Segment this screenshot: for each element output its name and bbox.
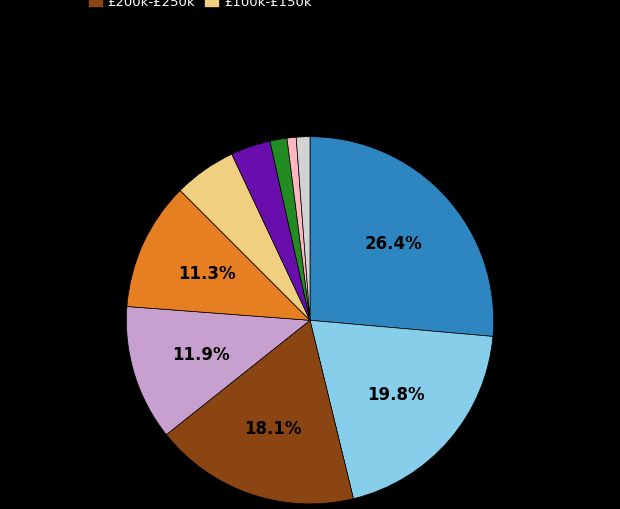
Text: 19.8%: 19.8% — [368, 386, 425, 404]
Wedge shape — [232, 142, 310, 321]
Wedge shape — [126, 307, 310, 435]
Wedge shape — [180, 155, 310, 321]
Wedge shape — [166, 321, 353, 504]
Wedge shape — [287, 138, 310, 321]
Wedge shape — [270, 139, 310, 321]
Text: 26.4%: 26.4% — [365, 235, 423, 253]
Wedge shape — [127, 191, 310, 321]
Legend: £300k-£400k, £250k-£300k, £200k-£250k, £400k-£500k, £150k-£200k, £100k-£150k, £5: £300k-£400k, £250k-£300k, £200k-£250k, £… — [84, 0, 536, 13]
Text: 11.3%: 11.3% — [178, 264, 236, 282]
Wedge shape — [310, 137, 494, 337]
Wedge shape — [296, 137, 310, 321]
Text: 18.1%: 18.1% — [244, 419, 302, 437]
Wedge shape — [310, 321, 493, 499]
Text: 11.9%: 11.9% — [172, 345, 230, 363]
